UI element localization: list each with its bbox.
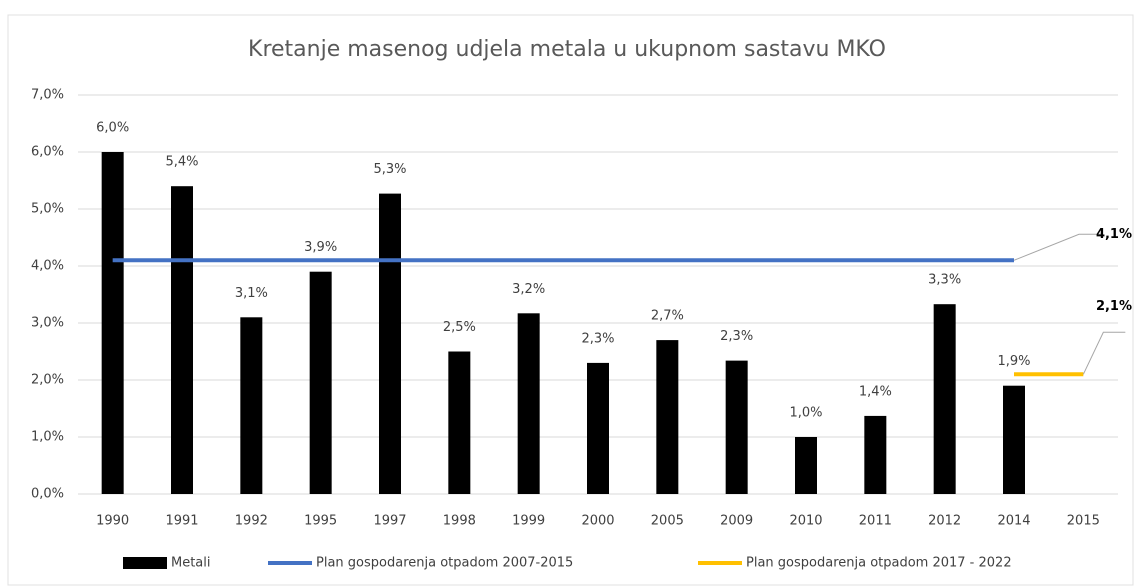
data-label: 1,0% (789, 406, 822, 421)
legend-label: Plan gospodarenja otpadom 2007-2015 (316, 556, 573, 571)
x-tick-label: 2000 (581, 514, 614, 529)
bar (309, 271, 332, 494)
data-label: 2,5% (443, 320, 476, 335)
callout-line (1013, 233, 1101, 261)
data-label: 3,9% (304, 240, 337, 255)
y-tick-label: 7,0% (31, 88, 64, 103)
callout-line (1082, 331, 1126, 375)
bar (864, 415, 887, 494)
bar (448, 351, 471, 494)
x-tick-label: 1998 (443, 514, 476, 529)
data-label: 2,3% (720, 329, 753, 344)
bar (795, 437, 817, 494)
y-tick-label: 6,0% (31, 145, 64, 160)
data-label: 5,3% (373, 162, 406, 177)
data-label: 5,4% (165, 155, 198, 170)
data-label: 4,1% (1096, 227, 1132, 242)
bar (101, 152, 124, 494)
x-tick-label: 2009 (720, 514, 753, 529)
legend-label: Plan gospodarenja otpadom 2017 - 2022 (746, 556, 1012, 571)
bar (656, 340, 679, 494)
x-tick-label: 1990 (96, 514, 129, 529)
legend-label: Metali (171, 556, 211, 571)
bar (933, 304, 956, 494)
y-tick-label: 4,0% (31, 259, 64, 274)
y-tick-label: 3,0% (31, 316, 64, 331)
bar (379, 193, 401, 495)
bar (725, 360, 748, 494)
y-tick-label: 1,0% (31, 430, 64, 445)
legend-swatch (123, 557, 167, 569)
x-tick-label: 1992 (235, 514, 268, 529)
y-tick-label: 0,0% (31, 487, 64, 502)
x-tick-label: 1999 (512, 514, 545, 529)
x-tick-label: 2011 (859, 514, 892, 529)
data-label: 1,4% (859, 384, 892, 399)
data-label: 3,1% (235, 286, 268, 301)
bar (517, 313, 540, 494)
x-tick-label: 2014 (997, 514, 1030, 529)
bar (171, 186, 193, 494)
x-tick-label: 2015 (1067, 514, 1100, 529)
data-label: 3,2% (512, 282, 545, 297)
x-tick-label: 1995 (304, 514, 337, 529)
data-label: 2,7% (651, 309, 684, 324)
x-tick-label: 1997 (373, 514, 406, 529)
x-tick-label: 2010 (789, 514, 822, 529)
data-label: 1,9% (997, 354, 1030, 369)
y-tick-label: 5,0% (31, 202, 64, 217)
x-tick-label: 1991 (165, 514, 198, 529)
bar (587, 362, 609, 494)
x-tick-label: 2012 (928, 514, 961, 529)
chart-title: Kretanje masenog udjela metala u ukupnom… (248, 37, 886, 62)
data-label: 2,3% (581, 331, 614, 346)
data-label: 3,3% (928, 273, 961, 288)
y-tick-label: 2,0% (31, 373, 64, 388)
x-tick-label: 2005 (651, 514, 684, 529)
data-label: 2,1% (1096, 299, 1132, 314)
bar (240, 317, 263, 494)
data-label: 6,0% (96, 121, 129, 136)
bar (1003, 385, 1025, 494)
